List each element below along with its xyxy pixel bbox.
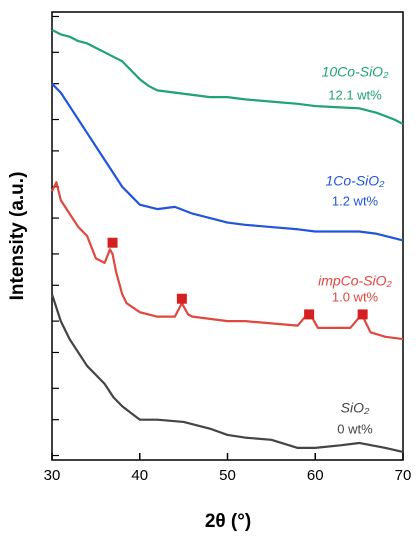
peak-marker [107, 237, 118, 248]
series-label: 0 wt% [337, 421, 373, 436]
data-line [51, 181, 404, 341]
x-axis-label: 2θ (°) [205, 511, 251, 532]
data-line [50, 293, 404, 454]
series-name: SiO₂ [341, 400, 370, 416]
data-line [51, 82, 404, 242]
x-tick-label: 50 [219, 467, 236, 484]
peak-marker [176, 293, 187, 304]
x-tick-label: 70 [395, 467, 412, 484]
series-name: 10Co-SiO₂ [322, 64, 389, 80]
series-name: 1Co-SiO₂ [325, 173, 385, 189]
peak-marker [304, 309, 315, 320]
peak-marker [357, 309, 368, 320]
x-tick-label: 40 [131, 467, 148, 484]
x-tick-label: 30 [44, 467, 61, 484]
series-name: impCo-SiO₂ [318, 273, 392, 289]
y-axis-label: Intensity (a.u.) [7, 172, 28, 301]
series-label: 12.1 wt% [328, 87, 382, 102]
series-label: 1.0 wt% [332, 289, 379, 304]
series-label: 1.2 wt% [332, 193, 379, 208]
x-tick-label: 60 [307, 467, 324, 484]
data-line [51, 28, 404, 125]
